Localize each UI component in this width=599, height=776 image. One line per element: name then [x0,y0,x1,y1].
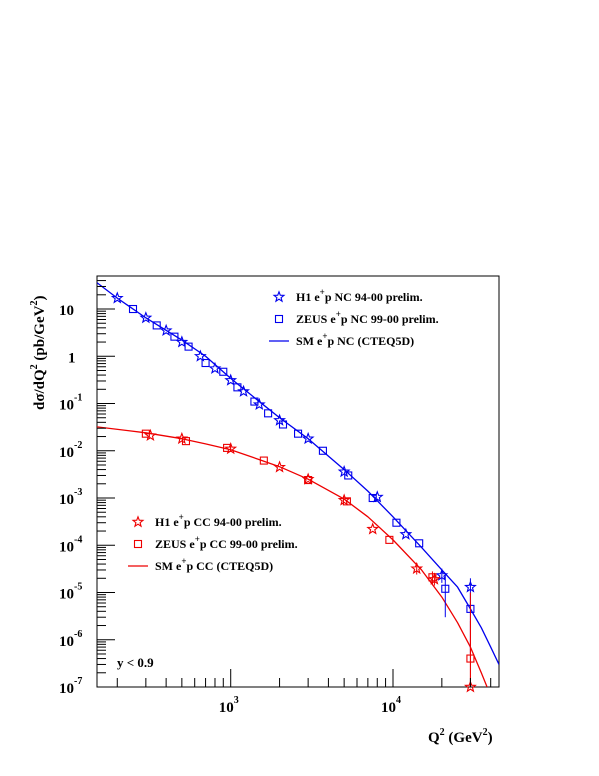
legend-cc-marker [133,539,143,549]
h1-cc-point [366,522,380,535]
y-tick-label: 10-5 [59,582,82,603]
zeus-nc-point [264,409,273,418]
h1-nc-point [337,464,351,478]
h1-cc-point [175,431,189,445]
data-points [110,291,477,693]
legend-cc-label: ZEUS e+p CC 99-00 prelim. [155,534,298,551]
zeus-nc-point [128,304,138,314]
zeus-nc-point [278,420,288,429]
cut-annotation: y < 0.9 [117,655,154,670]
h1-nc-point [237,384,250,397]
h1-nc-point [224,373,238,386]
h1-nc-point [370,490,384,503]
h1-nc-point [435,568,449,581]
h1-nc-point [301,431,315,445]
sm-cc-curve [97,426,488,687]
zeus-nc-point [184,342,193,351]
zeus-cc-point [181,437,191,446]
y-tick-label: 10-2 [59,440,82,461]
h1-nc-point [463,580,477,593]
zeus-nc-point [318,446,327,455]
x-tick-label: 103 [219,695,239,716]
y-tick-label: 10-7 [59,676,82,697]
zeus-nc-point [294,429,303,438]
x-tick-label: 104 [381,695,401,716]
zeus-cc-point [466,654,475,663]
h1-cc-point [410,561,424,575]
h1-nc-point [208,361,222,375]
y-tick-label: 10 [59,303,74,319]
zeus-nc-point [344,471,353,480]
axis-ticks: 10 1 10-1 10-2 10-3 10-4 10-5 10-6 10-7 103 104 [59,275,492,716]
legend-cc-label: H1 e+p CC 94-00 prelim. [155,512,282,529]
zeus-cc-point [259,456,268,465]
h1-cc-point [463,680,477,693]
zeus-nc-point [219,367,228,376]
x-axis-title: Q2 (GeV2) [428,727,493,746]
h1-nc-point [252,397,266,411]
legend-cc-label: SM e+p CC (CTEQ5D) [155,556,273,573]
legend-cc-marker [131,515,145,528]
h1-nc-point [110,291,124,304]
zeus-nc-point [170,332,179,341]
zeus-cc-point [428,573,437,582]
zeus-nc-point [441,584,450,593]
y-axis-title: dσ/dQ2 (pb/GeV2) [29,296,48,410]
zeus-nc-point [152,321,161,330]
zeus-nc-point [233,383,242,392]
zeus-cc-point [304,475,313,485]
zeus-cc-point [141,429,150,438]
h1-cc-point [337,493,351,506]
zeus-cc-point [342,497,351,506]
zeus-nc-point [392,518,401,527]
h1-nc-point [159,323,173,337]
y-tick-label: 10-4 [59,534,82,555]
zeus-nc-point [368,493,377,503]
legend-nc-label: ZEUS e+p NC 99-00 prelim. [296,309,439,326]
h1-cc-point [143,428,157,442]
h1-nc-point [193,349,207,362]
h1-cc-point [427,572,441,585]
plot-border [96,275,500,688]
zeus-nc-point [201,358,210,368]
legend-nc-marker [274,314,284,324]
zeus-cc-point [223,443,232,452]
zeus-cc-point [385,535,394,544]
y-tick-label: 10-1 [59,393,82,414]
h1-nc-point [139,311,153,324]
legend-nc-marker [272,290,286,303]
y-tick-label: 10-6 [59,629,82,650]
zeus-nc-point [415,539,424,548]
legend-nc-label: H1 e+p NC 94-00 prelim. [296,287,423,304]
y-tick-label: 10-3 [59,487,82,508]
plot-frame [96,275,500,688]
zeus-nc-point [250,397,259,406]
legend-nc: H1 e+p NC 94-00 prelim. ZEUS e+p NC 99-00… [269,287,439,348]
h1-cc-point [273,460,287,473]
h1-nc-point [399,527,413,540]
y-tick-label: 1 [68,350,76,366]
legend-nc-label: SM e+p NC (CTEQ5D) [296,331,414,348]
legend-cc: H1 e+p CC 94-00 prelim. ZEUS e+p CC 99-00… [128,512,298,573]
